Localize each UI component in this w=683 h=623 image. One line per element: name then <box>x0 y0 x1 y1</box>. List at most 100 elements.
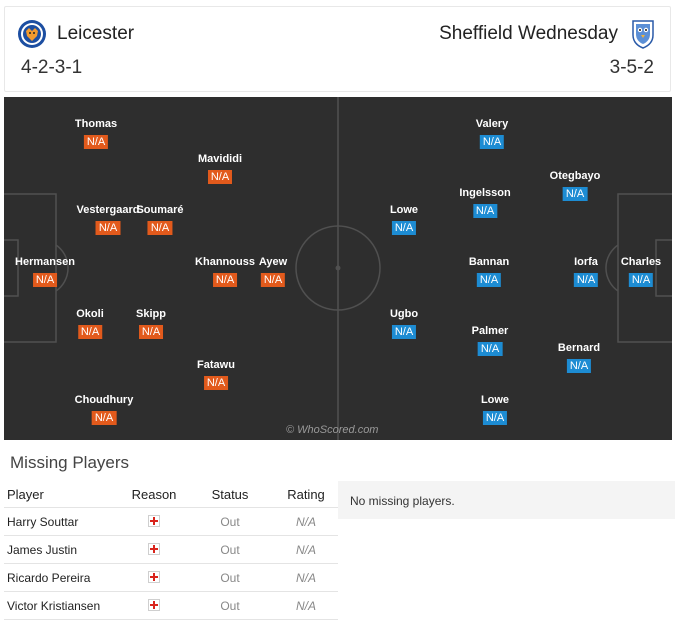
home-player[interactable]: Thomas N/A <box>75 118 117 150</box>
player-name: Soumaré <box>136 204 184 216</box>
status-cell: Out <box>220 542 240 557</box>
player-name: Skipp <box>136 308 166 320</box>
away-player[interactable]: Iorfa N/A <box>573 256 599 288</box>
away-player[interactable]: Lowe N/A <box>481 394 509 426</box>
player-name: Mavididi <box>197 153 243 165</box>
away-player[interactable]: Palmer N/A <box>472 325 508 357</box>
injury-cross-icon[interactable] <box>148 515 160 528</box>
player-name: Lowe <box>480 394 510 406</box>
table-row[interactable]: Harry Souttar Out N/A <box>4 508 338 536</box>
player-rating: N/A <box>207 170 233 184</box>
player-rating: N/A <box>573 273 599 287</box>
away-missing-panel: No missing players. <box>338 481 675 519</box>
player-name: Iorfa <box>574 256 598 268</box>
player-rating: N/A <box>477 342 503 356</box>
player-name: Valery <box>475 118 509 130</box>
rating-cell: N/A <box>295 598 316 613</box>
away-formation: 3-5-2 <box>609 57 654 78</box>
player-rating: N/A <box>476 273 502 287</box>
home-player[interactable]: Soumaré N/A <box>136 204 184 236</box>
home-player[interactable]: Mavididi N/A <box>198 153 242 185</box>
home-team-name[interactable]: Leicester <box>57 23 135 44</box>
home-player[interactable]: Khannouss N/A <box>195 256 255 288</box>
player-rating: N/A <box>203 376 229 390</box>
status-cell: Out <box>220 514 240 529</box>
away-player[interactable]: Ingelsson N/A <box>459 187 511 219</box>
player-name: Ingelsson <box>459 187 511 199</box>
away-player[interactable]: Ugbo N/A <box>390 308 418 340</box>
player-name: Charles <box>620 256 662 268</box>
player-rating: N/A <box>391 325 417 339</box>
away-team[interactable]: Sheffield Wednesday <box>439 19 658 49</box>
home-player[interactable]: Okoli N/A <box>76 308 104 340</box>
table-row[interactable]: James Justin Out N/A <box>4 536 338 564</box>
player-name: Khannouss <box>195 256 255 268</box>
away-team-name[interactable]: Sheffield Wednesday <box>439 23 618 44</box>
table-header: Player Reason Status Rating <box>4 482 338 508</box>
injury-cross-icon[interactable] <box>148 571 160 584</box>
reason-cell <box>122 569 186 587</box>
rating-cell: N/A <box>295 542 316 557</box>
reason-cell <box>122 597 186 615</box>
pitch-markings <box>4 97 672 440</box>
missing-player-name[interactable]: Victor Kristiansen <box>7 598 101 613</box>
home-player[interactable]: Choudhury N/A <box>74 394 134 426</box>
player-rating: N/A <box>566 359 592 373</box>
player-rating: N/A <box>482 411 508 425</box>
owl-crest-icon <box>632 20 654 49</box>
player-rating: N/A <box>77 325 103 339</box>
injury-cross-icon[interactable] <box>148 543 160 556</box>
player-rating: N/A <box>83 135 109 149</box>
away-player[interactable]: Charles N/A <box>621 256 661 288</box>
no-missing-text: No missing players. <box>350 494 455 508</box>
player-name: Ayew <box>258 256 288 268</box>
player-name: Bannan <box>468 256 510 268</box>
header-reason: Reason <box>131 487 177 502</box>
header-player: Player <box>7 487 44 502</box>
injury-cross-icon[interactable] <box>148 599 160 612</box>
fox-crest-icon <box>18 20 46 48</box>
missing-players-table: Player Reason Status Rating Harry Soutta… <box>4 482 338 620</box>
player-name: Lowe <box>389 204 419 216</box>
player-name: Bernard <box>557 342 601 354</box>
home-player[interactable]: Fatawu N/A <box>197 359 235 391</box>
rating-cell: N/A <box>295 514 316 529</box>
status-cell: Out <box>220 570 240 585</box>
missing-players-title: Missing Players <box>10 453 130 472</box>
player-name: Fatawu <box>197 359 235 371</box>
reason-cell <box>122 541 186 559</box>
away-player[interactable]: Bernard N/A <box>558 342 600 374</box>
player-rating: N/A <box>212 273 238 287</box>
home-player[interactable]: Ayew N/A <box>259 256 287 288</box>
away-player[interactable]: Otegbayo N/A <box>550 170 600 202</box>
away-player[interactable]: Lowe N/A <box>390 204 418 236</box>
home-formation: 4-2-3-1 <box>21 57 83 78</box>
player-rating: N/A <box>628 273 654 287</box>
player-name: Thomas <box>74 118 118 130</box>
away-player[interactable]: Bannan N/A <box>469 256 509 288</box>
player-name: Choudhury <box>74 394 134 406</box>
player-rating: N/A <box>32 273 58 287</box>
missing-player-name[interactable]: Ricardo Pereira <box>7 570 91 585</box>
player-rating: N/A <box>91 411 117 425</box>
home-player[interactable]: Vestergaard N/A <box>76 204 140 236</box>
home-player[interactable]: Skipp N/A <box>136 308 166 340</box>
player-rating: N/A <box>472 204 498 218</box>
home-team[interactable]: Leicester <box>17 19 134 49</box>
reason-cell <box>122 513 186 531</box>
table-row[interactable]: Ricardo Pereira Out N/A <box>4 564 338 592</box>
player-rating: N/A <box>147 221 173 235</box>
missing-player-name[interactable]: James Justin <box>7 542 78 557</box>
player-rating: N/A <box>260 273 286 287</box>
missing-player-name[interactable]: Harry Souttar <box>7 514 79 529</box>
rating-cell: N/A <box>295 570 316 585</box>
lineup-pitch: Thomas N/A Mavididi N/A Vestergaard N/A … <box>4 97 672 440</box>
away-player[interactable]: Valery N/A <box>476 118 508 150</box>
player-rating: N/A <box>95 221 121 235</box>
home-player[interactable]: Hermansen N/A <box>15 256 75 288</box>
header-status: Status <box>211 487 249 502</box>
table-row[interactable]: Victor Kristiansen Out N/A <box>4 592 338 620</box>
player-name: Ugbo <box>389 308 419 320</box>
player-name: Vestergaard <box>76 204 140 216</box>
player-name: Hermansen <box>15 256 75 268</box>
